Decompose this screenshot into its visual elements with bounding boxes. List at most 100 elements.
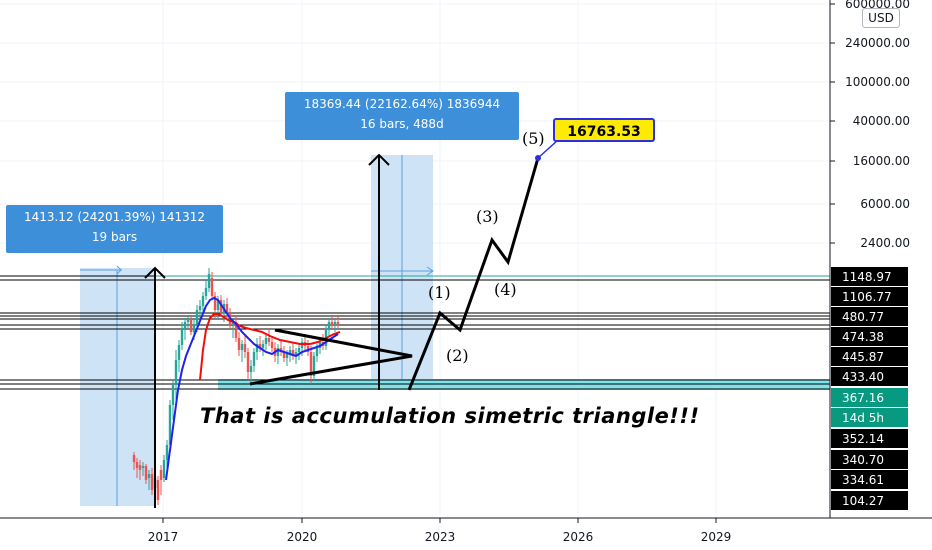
triangle-drawing [249,328,413,386]
measure-callout-1-line2: 19 bars [91,230,138,244]
candle [276,344,280,364]
candle [237,332,241,356]
candle [159,465,163,495]
candle [168,400,172,450]
candle [249,360,253,384]
price-tick-label: 16000.00 [853,154,910,168]
price-label-box [831,347,908,366]
candle [255,338,259,360]
candle [267,330,271,346]
candle [243,336,247,358]
price-label-box [831,470,908,489]
candle [144,464,148,484]
candle [135,458,139,478]
candle [150,468,154,495]
currency-badge[interactable]: USD [862,8,900,28]
wave-projection [407,157,540,391]
price-label-text: 14d 5h [842,411,884,425]
price-label-text: 474.38 [842,330,884,344]
measure-callout-1: 1413.12 (24201.39%) 141312 19 bars [6,205,223,253]
candle [246,348,250,380]
price-labels: 1148.97 1106.77 480.77 474.38 445.87 433.40 36… [831,267,908,510]
time-tick-label: 2026 [563,530,594,544]
candle [186,315,190,330]
candle [327,318,331,336]
measure-callout-2: 18369.44 (22162.64%) 1836944 16 bars, 48… [285,92,519,140]
price-label-box [831,408,908,427]
price-label-box [831,267,908,286]
candle [201,292,205,312]
price-tick-label: 100000.00 [845,75,910,89]
wave-label-3: (3) [476,207,499,226]
candle [240,340,244,362]
price-label-box [831,450,908,469]
candle [174,350,178,400]
candle [171,380,175,420]
candle [291,342,295,360]
price-label-box [831,287,908,306]
candle [138,460,142,480]
price-label-text: 352.14 [842,432,884,446]
price-label-box [831,491,908,510]
wave-label-2: (2) [446,346,469,365]
price-label-box [831,307,908,326]
candle [141,462,145,476]
candle [147,470,151,490]
time-tick-label: 2029 [701,530,732,544]
candle [282,346,286,362]
price-label-box [831,429,908,448]
wave-label-1: (1) [428,283,451,302]
price-tick-label: 40000.00 [853,114,910,128]
candle [210,272,214,300]
candle [234,316,238,342]
price-label-box [831,327,908,346]
candle [252,348,256,372]
time-tick-label: 2023 [425,530,456,544]
candle [258,336,262,352]
candle [183,318,187,340]
candle [309,346,313,384]
candle [330,316,334,330]
candle [336,316,340,328]
candle [180,322,184,350]
candle [279,340,283,356]
annotation-note: That is accumulation simetric triangle!!… [200,404,700,428]
wave-label-5: (5) [522,129,545,148]
horizontal-levels [0,275,830,390]
price-label-text: 334.61 [842,473,884,487]
measure-callout-2-line1: 18369.44 (22162.64%) 1836944 [303,97,501,111]
price-tick-label: 2400.00 [860,236,910,250]
price-label-text: 445.87 [842,350,884,364]
candle [162,455,166,482]
candle [207,268,211,292]
candle [312,352,316,380]
price-label-text: 480.77 [842,310,884,324]
price-label-text: 1106.77 [842,290,892,304]
price-label-text: 433.40 [842,370,884,384]
candle [204,280,208,300]
candle [177,340,181,372]
candle [261,340,265,356]
price-label-text: 340.70 [842,453,884,467]
price-label-text: 104.27 [842,494,884,508]
price-axis[interactable]: 600000.00 240000.00 100000.00 40000.00 16000… [830,0,910,250]
target-price-label: 16763.53 [553,118,655,142]
candle [306,340,310,356]
wave-label-4: (4) [494,280,517,299]
measure-arrow-1 [144,266,166,508]
price-label-box [831,388,908,407]
time-tick-label: 2020 [287,530,318,544]
candle [270,336,274,352]
price-label-text: 1148.97 [842,270,892,284]
target-pointer [537,139,559,159]
time-axis[interactable]: 2017 2020 2023 2026 2029 [148,518,732,544]
price-tick-label: 6000.00 [860,197,910,211]
measure-zone-1-arrow [116,265,122,275]
candle [333,318,337,332]
ma-fast-line [165,296,339,481]
candle [297,344,301,360]
measure-arrow-2 [368,153,390,390]
price-label-box [831,367,908,386]
price-label-text: 367.16 [842,391,884,405]
